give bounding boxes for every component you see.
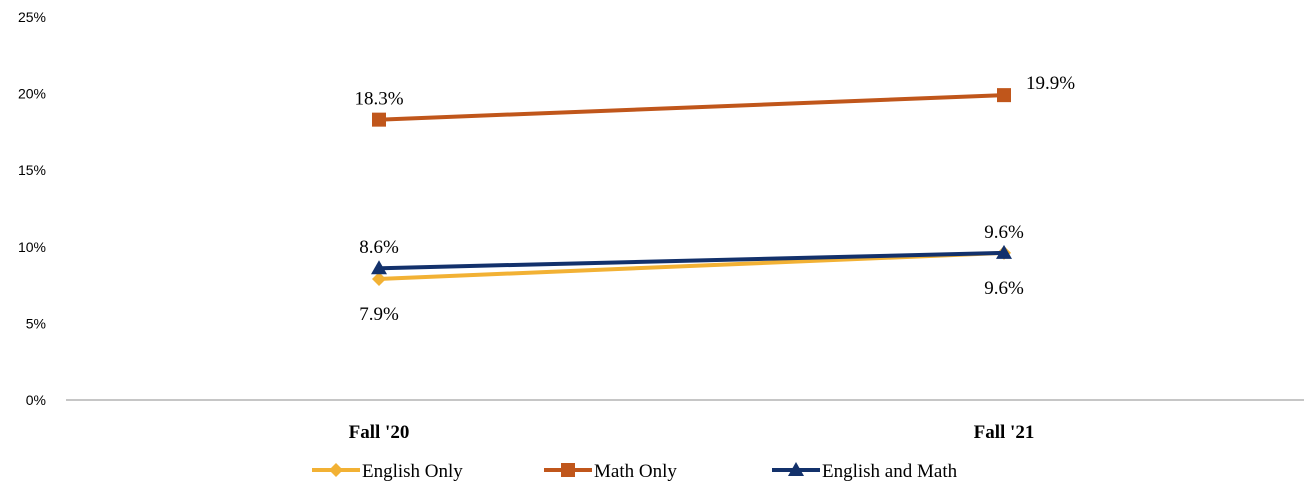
series-line	[378, 93, 1005, 122]
data-label: 18.3%	[354, 89, 403, 110]
series-english-and-math	[371, 244, 1012, 275]
legend-marker-diamond-icon	[329, 463, 343, 477]
y-tick-label: 0%	[26, 392, 46, 408]
data-point-marker	[371, 260, 387, 275]
series-math-only	[372, 88, 1011, 127]
legend-label: Math Only	[594, 461, 677, 482]
y-tick-label: 15%	[18, 162, 46, 178]
data-label: 8.6%	[359, 237, 399, 258]
legend-label: English and Math	[822, 461, 958, 482]
data-label: 7.9%	[359, 304, 399, 325]
data-point-marker	[372, 271, 386, 286]
data-point-marker	[372, 112, 386, 127]
series-layer	[371, 88, 1012, 286]
y-tick-label: 5%	[26, 315, 46, 331]
x-tick-label: Fall '20	[349, 422, 410, 443]
data-label: 9.6%	[984, 278, 1024, 299]
data-label: 9.6%	[984, 222, 1024, 243]
legend-marker-square-icon	[561, 463, 575, 477]
legend-item: English Only	[312, 461, 463, 482]
legend-item: Math Only	[544, 461, 677, 482]
y-tick-label: 10%	[18, 239, 46, 255]
y-tick-label: 25%	[18, 9, 46, 25]
data-label: 19.9%	[1026, 73, 1075, 94]
data-point-marker	[997, 88, 1011, 103]
legend: English Only Math Only English and Math	[312, 461, 958, 482]
x-axis: Fall '20 Fall '21	[349, 422, 1035, 443]
x-tick-label: Fall '21	[974, 422, 1035, 443]
legend-item: English and Math	[772, 461, 958, 482]
y-tick-label: 20%	[18, 86, 46, 102]
legend-marker-triangle-icon	[788, 462, 804, 476]
legend-label: English Only	[362, 461, 463, 482]
data-point-marker	[996, 244, 1012, 259]
series-line	[378, 250, 1005, 271]
y-axis: 0% 5% 10% 15% 20% 25%	[18, 9, 46, 408]
data-labels: 7.9% 9.6% 18.3% 19.9% 8.6% 9.6%	[354, 73, 1075, 325]
